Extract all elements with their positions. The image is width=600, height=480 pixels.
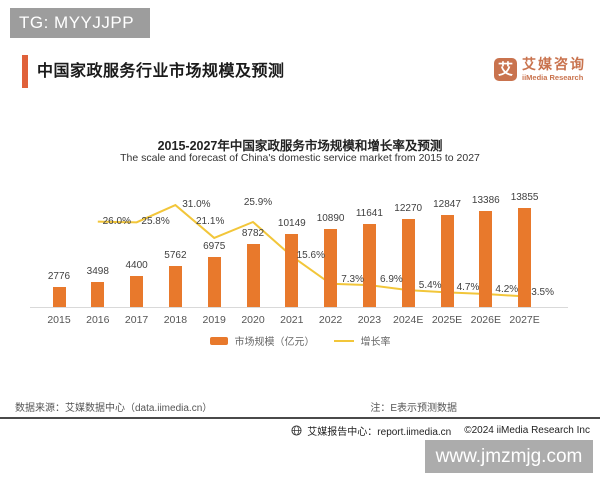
report-center-text: 艾媒报告中心：report.iimedia.cn — [307, 427, 452, 438]
bar-value-2020: 8782 — [241, 228, 265, 240]
bar-value-2019: 6975 — [203, 241, 226, 253]
bar-2018 — [168, 265, 182, 307]
page-title: 中国家政服务行业市场规模及预测 — [37, 63, 285, 80]
growth-label-2021: 15.6% — [296, 250, 325, 262]
bar-value-2022: 10890 — [316, 213, 345, 225]
x-tick-2016: 2016 — [86, 314, 110, 326]
data-source-text: 数据来源：艾媒数据中心（data.iimedia.cn） — [15, 403, 213, 414]
chart-legend: 市场规模（亿元） 增长率 — [0, 333, 600, 348]
bar-value-2023: 11641 — [355, 207, 383, 219]
bar-value-2017: 4400 — [125, 259, 148, 271]
x-tick-2017: 2017 — [124, 314, 149, 326]
x-tick-2022: 2022 — [318, 314, 343, 326]
bar-2027E — [518, 208, 532, 307]
bar-2017 — [130, 275, 144, 307]
imedia-logo-icon: 艾 — [494, 58, 517, 81]
x-tick-2026E: 2026E — [470, 314, 501, 326]
bar-2021 — [285, 234, 299, 307]
growth-label-2018: 31.0% — [182, 199, 211, 211]
bar-value-2027E: 13855 — [510, 192, 539, 203]
x-tick-2018: 2018 — [163, 314, 188, 326]
bar-value-2018: 5762 — [164, 249, 187, 261]
bar-2022 — [324, 229, 338, 307]
bar-2020 — [246, 244, 260, 307]
growth-label-2020: 25.9% — [243, 197, 273, 208]
growth-label-2016: 26.0% — [102, 215, 131, 227]
bar-value-2021: 10149 — [277, 218, 306, 230]
legend-bar-swatch — [209, 336, 228, 345]
growth-label-2027E: 3.5% — [531, 287, 554, 299]
bar-2023 — [362, 223, 376, 307]
imedia-logo-text: 艾媒咨询 iiMedia Research — [522, 56, 586, 82]
bar-value-2025E: 12847 — [433, 199, 461, 211]
x-tick-2019: 2019 — [202, 314, 226, 326]
logo-name-en: iiMedia Research — [522, 73, 584, 82]
tg-watermark-badge: TG: MYYJJPP — [10, 8, 150, 38]
x-tick-2023: 2023 — [357, 314, 382, 326]
chart-title: 2015-2027年中国家政服务市场规模和增长率及预测 — [157, 139, 443, 153]
footer-report-row: 艾媒报告中心：report.iimedia.cn ©2024 iiMedia R… — [291, 423, 590, 438]
bar-2024E — [401, 219, 415, 307]
x-axis-line — [30, 307, 568, 308]
title-accent-bar — [22, 55, 28, 88]
forecast-note: 注：E表示预测数据 — [370, 403, 457, 414]
bar-value-2015: 2776 — [47, 271, 71, 283]
x-tick-2027E: 2027E — [509, 314, 540, 326]
bar-value-2026E: 13386 — [471, 195, 500, 207]
legend-line-swatch — [333, 339, 354, 342]
growth-label-2025E: 4.7% — [456, 282, 480, 294]
footer-divider — [0, 417, 600, 419]
globe-icon — [291, 425, 302, 436]
legend-line-label: 增长率 — [360, 337, 391, 348]
legend-bar-label: 市场规模（亿元） — [234, 337, 315, 348]
bar-2025E — [440, 215, 454, 307]
x-tick-2025E: 2025E — [431, 314, 463, 326]
chart-subtitle: The scale and forecast of China's domest… — [120, 152, 480, 164]
bar-2015 — [52, 287, 66, 307]
bar-2019 — [207, 257, 221, 307]
x-tick-2020: 2020 — [241, 314, 265, 326]
x-tick-2015: 2015 — [47, 314, 71, 326]
logo-name-cn: 艾媒咨询 — [522, 56, 586, 72]
imedia-logo: 艾 艾媒咨询 iiMedia Research — [494, 56, 586, 82]
growth-label-2024E: 5.4% — [418, 280, 442, 292]
growth-label-2017: 25.8% — [141, 216, 170, 228]
x-tick-2021: 2021 — [280, 314, 304, 326]
bar-value-2016: 3498 — [86, 266, 109, 277]
site-watermark: www.jmzmjg.com — [425, 440, 593, 473]
x-tick-2024E: 2024E — [393, 314, 424, 326]
bar-2016 — [91, 282, 105, 307]
growth-label-2019: 21.1% — [196, 215, 225, 227]
growth-label-2026E: 4.2% — [495, 284, 519, 296]
bar-value-2024E: 12270 — [394, 203, 423, 215]
copyright-text: ©2024 iiMedia Research Inc — [464, 425, 590, 436]
growth-label-2023: 6.9% — [379, 274, 403, 286]
growth-label-2022: 7.3% — [341, 273, 364, 285]
bar-2026E — [479, 211, 493, 307]
